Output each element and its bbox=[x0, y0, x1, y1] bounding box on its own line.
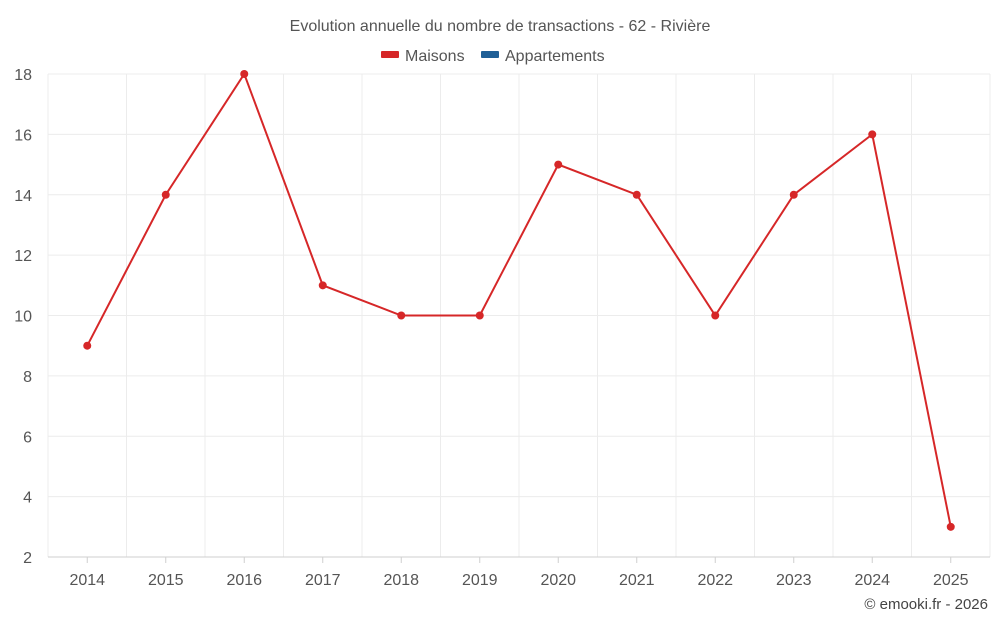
legend-item-appartements[interactable]: Appartements bbox=[481, 48, 605, 65]
data-point[interactable] bbox=[632, 190, 641, 199]
x-tick-label: 2019 bbox=[462, 572, 498, 589]
series-line-maisons bbox=[86, 71, 952, 528]
legend-item-maisons[interactable]: Maisons bbox=[381, 48, 465, 65]
legend-swatch bbox=[481, 51, 499, 58]
x-tick-label: 2014 bbox=[69, 572, 105, 589]
x-tick-label: 2021 bbox=[619, 572, 655, 589]
x-tick-label: 2017 bbox=[305, 572, 341, 589]
x-tick-label: 2015 bbox=[148, 572, 184, 589]
credit-text: © emooki.fr - 2026 bbox=[864, 596, 988, 613]
y-tick-label: 14 bbox=[14, 188, 32, 205]
data-point[interactable] bbox=[868, 130, 877, 139]
legend[interactable]: Maisons Appartements bbox=[381, 48, 605, 65]
x-tick-label: 2018 bbox=[383, 572, 419, 589]
x-tick-label: 2024 bbox=[854, 572, 890, 589]
grid bbox=[47, 73, 991, 558]
data-point[interactable] bbox=[397, 311, 406, 320]
y-tick-label: 8 bbox=[23, 369, 32, 386]
data-point[interactable] bbox=[318, 281, 327, 290]
y-tick-label: 16 bbox=[14, 127, 32, 144]
data-point[interactable] bbox=[240, 70, 249, 78]
x-tick-label: 2022 bbox=[697, 572, 733, 589]
data-point[interactable] bbox=[711, 311, 720, 320]
x-tick-label: 2023 bbox=[776, 572, 812, 589]
chart-title: Evolution annuelle du nombre de transact… bbox=[290, 18, 711, 35]
legend-label: Appartements bbox=[505, 48, 605, 65]
legend-swatch bbox=[381, 51, 399, 58]
series-layer bbox=[83, 70, 955, 531]
data-point[interactable] bbox=[83, 341, 92, 350]
x-tick-label: 2025 bbox=[933, 572, 969, 589]
data-point[interactable] bbox=[554, 160, 563, 169]
legend-label: Maisons bbox=[405, 48, 465, 65]
y-tick-label: 10 bbox=[14, 309, 32, 326]
x-tick-label: 2016 bbox=[226, 572, 262, 589]
data-point[interactable] bbox=[946, 522, 955, 531]
y-tick-label: 6 bbox=[23, 429, 32, 446]
y-tick-label: 2 bbox=[23, 550, 32, 567]
y-tick-label: 18 bbox=[14, 67, 32, 84]
data-point[interactable] bbox=[475, 311, 484, 320]
data-point[interactable] bbox=[161, 190, 170, 199]
y-tick-label: 4 bbox=[23, 490, 32, 507]
x-tick-label: 2020 bbox=[540, 572, 576, 589]
y-tick-label: 12 bbox=[14, 248, 32, 265]
data-point[interactable] bbox=[789, 190, 798, 199]
axes: 2 4 6 8 10 12 14 16 18 2014 2015 2016 2017 2018 2019 20… bbox=[14, 67, 990, 589]
